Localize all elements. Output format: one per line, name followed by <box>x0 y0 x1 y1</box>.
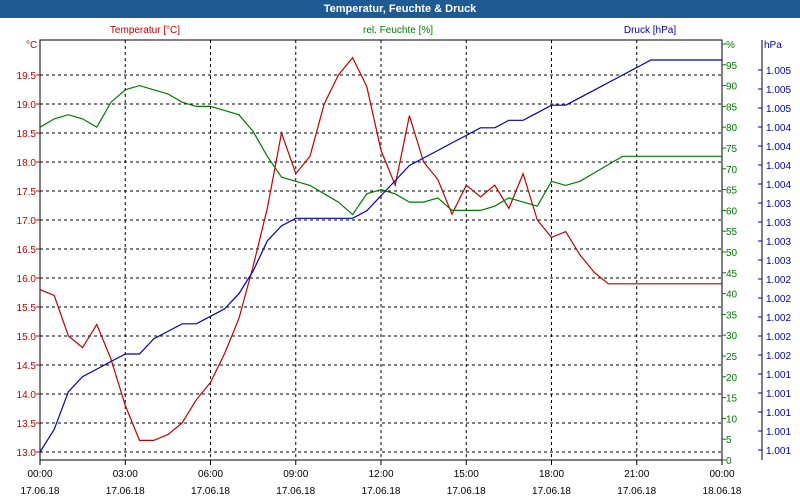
x-tick-label-time: 15:00 <box>454 469 479 480</box>
labels: 00:00 17.06.18 03:00 17.06.18 06:00 17.06.18 0… <box>17 25 792 497</box>
x-tick-label-time: 03:00 <box>113 469 138 480</box>
legend-pressure: Druck [hPa] <box>624 25 676 36</box>
pressure-tick-label: 1.001 <box>766 408 791 419</box>
temp-tick-label: 16.5 <box>17 245 37 256</box>
series <box>39 56 722 453</box>
temp-tick-label: 19.5 <box>17 71 37 82</box>
pressure-tick-label: 1.001 <box>766 389 791 400</box>
humidity-tick-label: 60 <box>726 206 738 217</box>
humidity-tick-label: 40 <box>726 290 738 301</box>
humidity-tick-label: 95 <box>726 61 738 72</box>
pressure-tick-label: 1.001 <box>766 370 791 381</box>
series-line-pressure <box>39 59 722 453</box>
pressure-tick-label: 1.002 <box>766 313 791 324</box>
temp-tick-label: 17.0 <box>17 216 37 227</box>
chart-title: Temperatur, Feuchte & Druck <box>0 0 800 18</box>
temp-tick-label: 14.0 <box>17 390 37 401</box>
pressure-tick-label: 1.004 <box>766 142 791 153</box>
humidity-tick-label: 85 <box>726 102 738 113</box>
temp-tick-label: 15.5 <box>17 303 37 314</box>
x-tick-label-time: 18:00 <box>539 469 564 480</box>
x-tick-label-date: 17.06.18 <box>106 486 145 497</box>
x-tick-label-time: 12:00 <box>368 469 393 480</box>
series-line-temperature <box>39 56 722 441</box>
series-line-humidity <box>39 84 722 216</box>
x-tick-label-date: 17.06.18 <box>617 486 656 497</box>
humidity-tick-label: 25 <box>726 352 738 363</box>
humidity-tick-label: 45 <box>726 269 738 280</box>
grid <box>40 40 722 460</box>
x-tick-label-date: 17.06.18 <box>447 486 486 497</box>
humidity-tick-label: 15 <box>726 394 738 405</box>
temp-tick-label: 15.0 <box>17 332 37 343</box>
pressure-tick-label: 1.004 <box>766 161 791 172</box>
pressure-tick-label: 1.004 <box>766 123 791 134</box>
temp-tick-label: 17.5 <box>17 187 37 198</box>
x-tick-label-date: 17.06.18 <box>362 486 401 497</box>
pressure-tick-label: 1.001 <box>766 446 791 457</box>
pressure-tick-label: 1.003 <box>766 256 791 267</box>
x-tick-label-date: 18.06.18 <box>703 486 742 497</box>
humidity-tick-label: 80 <box>726 123 738 134</box>
temp-tick-label: 14.5 <box>17 361 37 372</box>
pressure-tick-label: 1.001 <box>766 427 791 438</box>
pressure-tick-label: 1.005 <box>766 66 791 77</box>
x-tick-label-time: 09:00 <box>283 469 308 480</box>
pressure-tick-label: 1.002 <box>766 294 791 305</box>
temp-tick-label: 18.0 <box>17 158 37 169</box>
x-tick-label-time: 21:00 <box>624 469 649 480</box>
temp-unit-label: °C <box>26 40 37 51</box>
humidity-tick-label: 75 <box>726 144 738 155</box>
pressure-tick-label: 1.005 <box>766 85 791 96</box>
humidity-tick-label: 10 <box>726 414 738 425</box>
humidity-tick-label: 90 <box>726 82 738 93</box>
x-tick-label-date: 17.06.18 <box>191 486 230 497</box>
humidity-tick-label: % <box>726 40 735 51</box>
humidity-tick-label: 35 <box>726 310 738 321</box>
pressure-tick-label: 1.003 <box>766 237 791 248</box>
temp-tick-label: 13.0 <box>17 448 37 459</box>
humidity-tick-label: 65 <box>726 186 738 197</box>
temp-tick-label: 16.0 <box>17 274 37 285</box>
pressure-tick-label: 1.004 <box>766 180 791 191</box>
temp-tick-label: 19.0 <box>17 100 37 111</box>
temp-tick-label: 18.5 <box>17 129 37 140</box>
pressure-tick-label: 1.003 <box>766 218 791 229</box>
legend-humidity: rel. Feuchte [%] <box>363 25 433 36</box>
pressure-tick-label: 1.002 <box>766 332 791 343</box>
x-tick-label-time: 06:00 <box>198 469 223 480</box>
humidity-tick-label: 30 <box>726 331 738 342</box>
pressure-tick-label: 1.005 <box>766 104 791 115</box>
humidity-tick-label: 0 <box>726 456 732 467</box>
chart: 00:00 17.06.18 03:00 17.06.18 06:00 17.06.18 0… <box>17 25 792 497</box>
temp-tick-label: 13.5 <box>17 419 37 430</box>
x-tick-label-time: 00:00 <box>27 469 52 480</box>
x-tick-label-time: 00:00 <box>709 469 734 480</box>
humidity-tick-label: 5 <box>726 435 732 446</box>
pressure-tick-label: 1.003 <box>766 199 791 210</box>
humidity-tick-label: 20 <box>726 373 738 384</box>
humidity-tick-label: 70 <box>726 165 738 176</box>
pressure-tick-label: 1.002 <box>766 275 791 286</box>
pressure-unit-label: hPa <box>764 40 782 51</box>
x-tick-label-date: 17.06.18 <box>276 486 315 497</box>
axes <box>36 39 763 465</box>
x-tick-label-date: 17.06.18 <box>21 486 60 497</box>
pressure-tick-label: 1.002 <box>766 351 791 362</box>
humidity-tick-label: 50 <box>726 248 738 259</box>
x-tick-label-date: 17.06.18 <box>532 486 571 497</box>
legend-temperature: Temperatur [°C] <box>110 25 180 36</box>
humidity-tick-label: 55 <box>726 227 738 238</box>
